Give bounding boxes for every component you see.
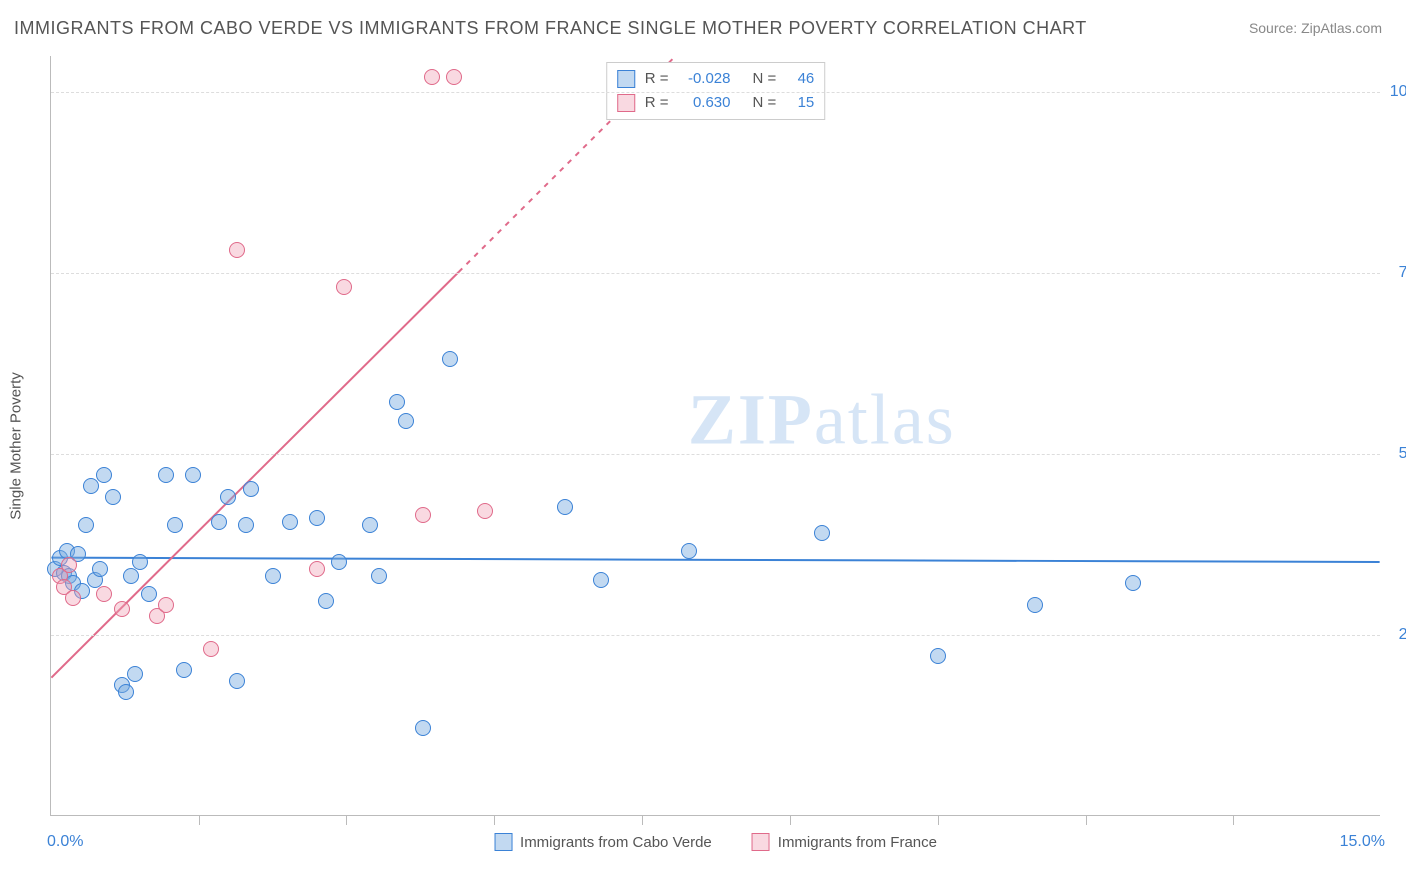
y-tick-label: 75.0%	[1384, 264, 1406, 282]
data-point	[1027, 597, 1043, 613]
x-tick	[199, 815, 200, 825]
data-point	[593, 572, 609, 588]
data-point	[105, 489, 121, 505]
data-point	[167, 517, 183, 533]
data-point	[371, 568, 387, 584]
bottom-legend: Immigrants from Cabo Verde Immigrants fro…	[494, 833, 937, 851]
trend-lines	[51, 56, 1380, 815]
gridline	[51, 635, 1380, 636]
x-tick	[642, 815, 643, 825]
legend-label: Immigrants from France	[778, 834, 937, 851]
data-point	[477, 503, 493, 519]
data-point	[176, 662, 192, 678]
x-tick	[1233, 815, 1234, 825]
data-point	[309, 510, 325, 526]
data-point	[424, 69, 440, 85]
stat-value-n: 15	[786, 91, 814, 115]
data-point	[65, 590, 81, 606]
x-tick	[494, 815, 495, 825]
data-point	[203, 641, 219, 657]
data-point	[92, 561, 108, 577]
data-point	[96, 586, 112, 602]
data-point	[211, 514, 227, 530]
legend-swatch	[752, 833, 770, 851]
stat-label-n: N =	[753, 91, 777, 115]
watermark-rest: atlas	[814, 380, 956, 460]
data-point	[61, 557, 77, 573]
data-point	[114, 601, 130, 617]
data-point	[415, 507, 431, 523]
plot-area: ZIPatlas R =-0.028N =46R =0.630N =15 Imm…	[50, 56, 1380, 816]
stat-value-r: 0.630	[679, 91, 731, 115]
y-axis-label: Single Mother Poverty	[8, 372, 25, 520]
data-point	[442, 351, 458, 367]
data-point	[185, 467, 201, 483]
data-point	[132, 554, 148, 570]
data-point	[229, 242, 245, 258]
legend-swatch	[617, 94, 635, 112]
x-tick-label: 0.0%	[47, 833, 83, 851]
data-point	[336, 279, 352, 295]
x-tick	[346, 815, 347, 825]
y-tick-label: 100.0%	[1384, 83, 1406, 101]
legend-swatch	[494, 833, 512, 851]
data-point	[243, 481, 259, 497]
x-tick	[790, 815, 791, 825]
y-tick-label: 25.0%	[1384, 626, 1406, 644]
stat-legend: R = -0.028 N = 46 R = 0.630 N = 15	[606, 62, 826, 120]
data-point	[96, 467, 112, 483]
y-tick-label: 50.0%	[1384, 445, 1406, 463]
x-tick	[1086, 815, 1087, 825]
data-point	[220, 489, 236, 505]
data-point	[83, 478, 99, 494]
data-point	[265, 568, 281, 584]
data-point	[362, 517, 378, 533]
x-tick	[938, 815, 939, 825]
data-point	[141, 586, 157, 602]
data-point	[318, 593, 334, 609]
stat-value-r: -0.028	[679, 67, 731, 91]
stat-legend-row: R = 0.630 N = 15	[617, 91, 815, 115]
data-point	[930, 648, 946, 664]
data-point	[1125, 575, 1141, 591]
legend-swatch	[617, 70, 635, 88]
gridline	[51, 273, 1380, 274]
stat-value-n: 46	[786, 67, 814, 91]
data-point	[309, 561, 325, 577]
data-point	[123, 568, 139, 584]
stat-label-n: N =	[753, 67, 777, 91]
chart-title: IMMIGRANTS FROM CABO VERDE VS IMMIGRANTS…	[14, 18, 1087, 39]
x-tick-label: 15.0%	[1331, 833, 1385, 851]
data-point	[415, 720, 431, 736]
stat-label-r: R =	[645, 67, 669, 91]
data-point	[238, 517, 254, 533]
data-point	[127, 666, 143, 682]
data-point	[557, 499, 573, 515]
data-point	[158, 597, 174, 613]
watermark: ZIPatlas	[688, 379, 956, 462]
data-point	[389, 394, 405, 410]
source-attribution: Source: ZipAtlas.com	[1249, 20, 1382, 36]
data-point	[681, 543, 697, 559]
data-point	[331, 554, 347, 570]
data-point	[158, 467, 174, 483]
legend-item: Immigrants from Cabo Verde	[494, 833, 712, 851]
data-point	[446, 69, 462, 85]
stat-label-r: R =	[645, 91, 669, 115]
stat-legend-row: R = -0.028 N = 46	[617, 67, 815, 91]
gridline	[51, 454, 1380, 455]
data-point	[398, 413, 414, 429]
gridline	[51, 92, 1380, 93]
data-point	[78, 517, 94, 533]
data-point	[282, 514, 298, 530]
watermark-bold: ZIP	[688, 380, 814, 460]
legend-label: Immigrants from Cabo Verde	[520, 834, 712, 851]
data-point	[118, 684, 134, 700]
legend-item: Immigrants from France	[752, 833, 937, 851]
data-point	[229, 673, 245, 689]
data-point	[814, 525, 830, 541]
